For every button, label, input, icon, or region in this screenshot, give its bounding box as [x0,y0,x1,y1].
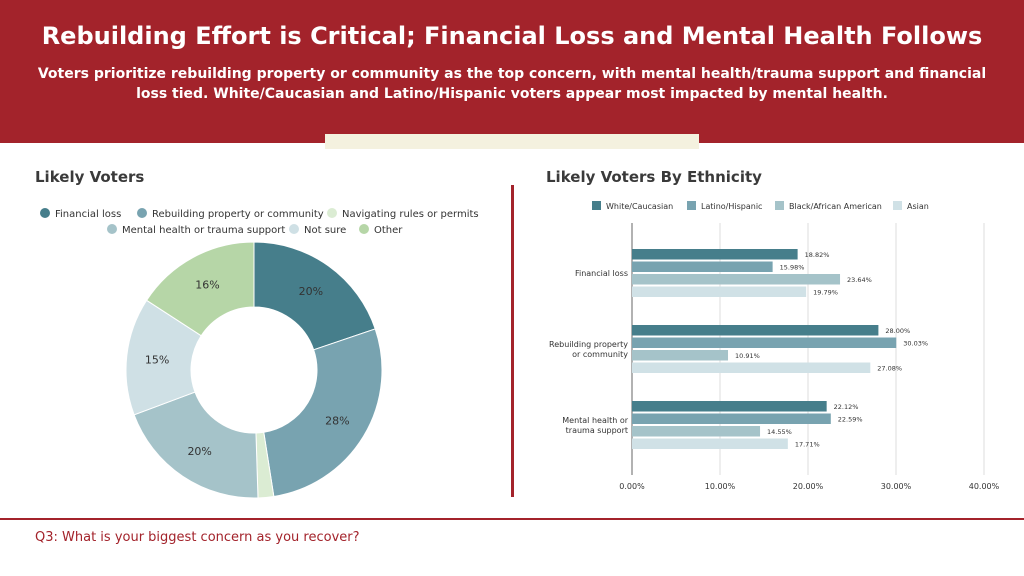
bar-legend-item: Black/African American [775,201,882,211]
legend-swatch [289,224,299,234]
pie-legend-item: Financial loss [40,208,121,220]
bar-chart-title: Likely Voters By Ethnicity [546,168,762,186]
pie-slice-label: 15% [145,353,169,366]
legend-label: White/Caucasian [606,202,674,211]
survey-question: Q3: What is your biggest concern as you … [35,530,360,545]
category-label: Mental health or [562,416,628,425]
legend-label: Mental health or trauma support [122,225,286,236]
category-label: or community [572,350,628,359]
x-tick-label: 20.00% [793,482,824,491]
bar [632,337,897,348]
pie-slice-label: 20% [187,445,211,458]
bar [632,413,831,424]
bar [632,401,827,412]
pie-slice [253,241,376,351]
panel-divider [511,185,514,497]
pie-slice [133,391,259,499]
pie-legend-item: Rebuilding property or community [137,208,324,220]
legend-swatch [40,208,50,218]
pie-chart-title: Likely Voters [35,168,145,186]
page-subtitle: Voters prioritize rebuilding property or… [37,66,987,102]
pie-slice [145,241,255,337]
legend-label: Latino/Hispanic [701,202,763,211]
legend-swatch [687,201,696,210]
bar [632,362,871,373]
bar-value-label: 28.00% [885,327,910,335]
legend-label: Black/African American [789,202,882,211]
bar-value-label: 17.71% [795,441,820,449]
category-label: trauma support [566,426,628,435]
bar [632,426,761,437]
legend-label: Asian [907,202,929,211]
bar [632,286,807,297]
legend-label: Rebuilding property or community [152,209,324,220]
x-tick-label: 10.00% [705,482,736,491]
bar-value-label: 10.91% [735,352,760,360]
bar [632,249,798,260]
bar-value-label: 30.03% [903,340,928,348]
bar-value-label: 22.12% [834,403,859,411]
header-banner [0,0,1024,143]
bar [632,325,879,336]
bar-value-label: 23.64% [847,276,872,284]
legend-label: Financial loss [55,209,122,220]
bar-value-label: 14.55% [767,428,792,436]
pie-legend-item: Other [359,224,402,236]
pie-slice-label: 20% [299,285,323,298]
legend-label: Not sure [304,225,347,236]
pie-legend-item: Not sure [289,224,346,236]
footer-divider [0,518,1024,520]
legend-swatch [137,208,147,218]
x-tick-label: 30.00% [881,482,912,491]
pie-slice-label: 28% [325,414,349,427]
pie-slice [263,328,383,498]
bar [632,438,788,449]
legend-swatch [107,224,117,234]
bar-legend-item: Latino/Hispanic [687,201,762,211]
bar-chart: 0.00% 10.00% 20.00% 30.00% 40.00% 18.82%15.98… [549,223,1000,491]
bar-value-label: 27.08% [877,365,902,373]
header-accent-strip [325,134,699,149]
pie-legend-item: Mental health or trauma support [107,224,285,236]
bar [632,350,729,361]
x-tick-label: 0.00% [619,482,645,491]
legend-swatch [592,201,601,210]
legend-swatch [327,208,337,218]
category-label: Rebuilding property [549,340,628,349]
category-label: Financial loss [575,269,628,278]
legend-label: Navigating rules or permits [342,209,479,220]
page-title: Rebuilding Effort is Critical; Financial… [41,22,983,50]
donut-chart: 20% 28% 20% 15% 16% [125,241,383,499]
bar-value-label: 19.79% [813,289,838,297]
bar-value-label: 18.82% [805,251,830,259]
bar-legend-item: White/Caucasian [592,201,673,211]
bar-value-label: 15.98% [780,264,805,272]
bar [632,261,773,272]
pie-legend-item: Navigating rules or permits [327,208,479,220]
legend-swatch [359,224,369,234]
legend-label: Other [374,225,403,236]
bar-value-label: 22.59% [838,416,863,424]
legend-swatch [893,201,902,210]
pie-slice-label: 16% [195,278,219,291]
x-tick-label: 40.00% [969,482,1000,491]
legend-swatch [775,201,784,210]
bar [632,274,841,285]
bar-legend-item: Asian [893,201,929,211]
